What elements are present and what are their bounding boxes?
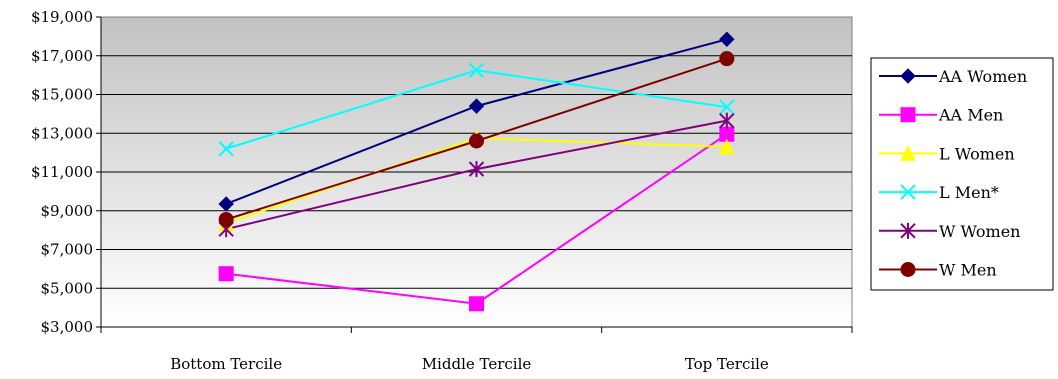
data-point-w-women [468,161,485,178]
data-point-aa-women [468,98,485,114]
data-point-aa-men [469,296,484,312]
legend: AA Women AA Men L Women L Men* W Women W Men [870,57,1054,291]
legend-label-w-men: W Men [939,261,997,280]
y-tick-label: $7,000 [41,241,94,259]
data-point-l-men [218,141,234,157]
data-point-l-men [468,62,485,78]
legend-label-l-women: L Women [939,144,1015,163]
legend-label-l-men: L Men* [939,183,999,202]
legend-marker-l-men [900,184,916,200]
legend-marker-l-women [900,145,916,161]
y-tick-label: $19,000 [31,8,93,26]
data-point-l-women [719,138,735,155]
y-tick-label: $3,000 [41,318,94,336]
legend-label-aa-men: AA Men [938,106,1003,125]
x-tick-label: Top Tercile [685,355,769,373]
y-axis: $3,000 $5,000 $7,000 $9,000 $11,000 $13,000 $1… [31,8,102,336]
legend-marker-aa-women [900,68,916,84]
data-point-w-women [719,112,735,129]
legend-label-aa-women: AA Women [938,67,1027,86]
y-tick-label: $5,000 [41,279,94,297]
legend-label-w-women: W Women [939,222,1020,241]
series-markers [218,31,735,312]
legend-marker-aa-men [900,107,916,123]
data-point-w-men [218,211,234,227]
data-point-l-men [719,99,735,115]
y-tick-label: $13,000 [31,124,93,142]
x-tick-label: Middle Tercile [422,355,532,373]
data-point-w-men [469,133,484,149]
y-tick-label: $9,000 [41,202,94,220]
x-tick-label: Bottom Tercile [170,355,282,373]
legend-marker-w-men [900,262,916,277]
data-point-aa-women [719,31,735,47]
data-point-w-men [719,51,735,67]
legend-marker-w-women [900,222,916,239]
y-tick-label: $15,000 [31,86,93,104]
y-tick-label: $11,000 [31,163,93,181]
data-point-aa-women [218,196,234,212]
data-point-aa-men [218,266,234,282]
x-axis: Bottom Tercile Middle Tercile Top Tercile [100,326,853,373]
legend-box [870,57,1054,291]
y-tick-label: $17,000 [31,47,93,65]
